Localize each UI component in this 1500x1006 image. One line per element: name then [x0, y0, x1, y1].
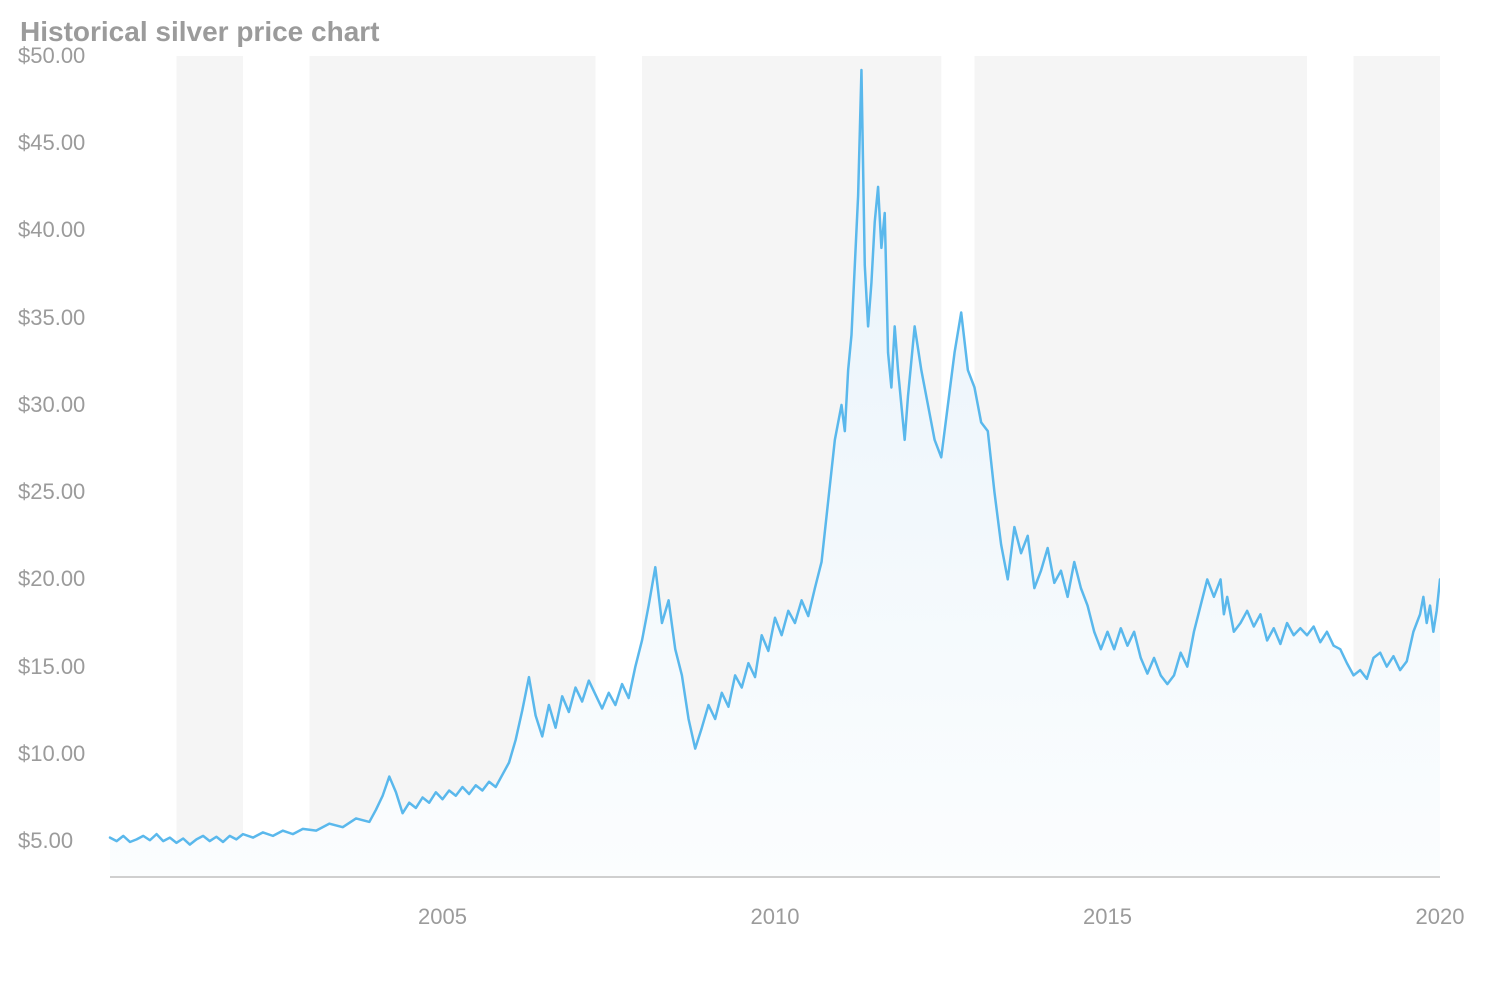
y-axis-label: $35.00	[18, 305, 85, 331]
chart-title: Historical silver price chart	[18, 0, 1440, 56]
x-axis-label: 2005	[418, 904, 467, 930]
y-axis-label: $50.00	[18, 43, 85, 69]
y-axis-label: $10.00	[18, 741, 85, 767]
x-axis-label: 2010	[751, 904, 800, 930]
x-axis-label: 2015	[1083, 904, 1132, 930]
y-axis-label: $30.00	[18, 392, 85, 418]
background-band	[177, 56, 244, 876]
y-axis-label: $25.00	[18, 479, 85, 505]
x-axis-label: 2020	[1416, 904, 1465, 930]
y-axis-label: $15.00	[18, 654, 85, 680]
chart-svg	[18, 56, 1440, 880]
chart-plot-area: $5.00 $10.00 $15.00 $20.00 $25.00 $30.00 $35.0…	[18, 56, 1440, 926]
y-axis-label: $5.00	[18, 828, 73, 854]
y-axis-label: $40.00	[18, 217, 85, 243]
chart-container: Historical silver price chart $5.00 $10.0…	[0, 0, 1500, 1006]
y-axis-label: $45.00	[18, 130, 85, 156]
y-axis-label: $20.00	[18, 566, 85, 592]
